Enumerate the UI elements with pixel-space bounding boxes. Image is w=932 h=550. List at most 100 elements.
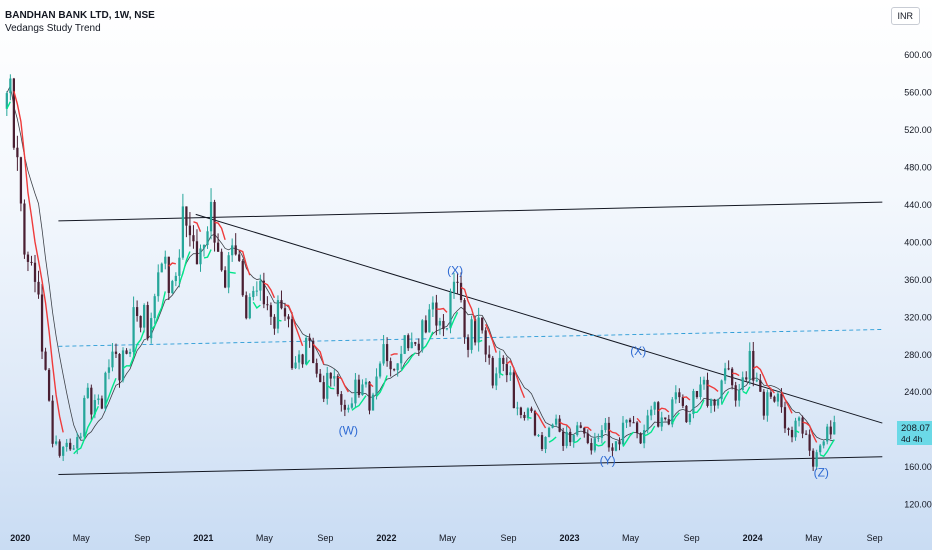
- trend-green-segment: [819, 439, 835, 458]
- bar-countdown: 4d 4h: [901, 434, 923, 444]
- candle-body: [322, 382, 325, 399]
- candle-body: [604, 422, 607, 431]
- trend-green-segment: [150, 291, 166, 331]
- candle-body: [111, 351, 114, 368]
- candle-body: [509, 372, 512, 376]
- candle: [502, 355, 505, 372]
- trend-red-segment: [436, 307, 448, 313]
- candle-body: [421, 320, 424, 351]
- candle: [199, 244, 202, 272]
- candle-body: [452, 281, 456, 293]
- candle-body: [723, 368, 727, 381]
- candle: [297, 350, 301, 370]
- candle: [37, 270, 40, 299]
- candle: [354, 373, 357, 408]
- candle: [569, 428, 572, 447]
- candle-body: [76, 437, 79, 449]
- candle-body: [783, 407, 787, 429]
- candle: [431, 296, 435, 318]
- candle: [375, 368, 378, 400]
- candle: [674, 385, 677, 404]
- candle-body: [731, 368, 734, 386]
- candle-body: [562, 431, 565, 446]
- candle-body: [209, 201, 213, 232]
- y-tick-label: 360.00: [904, 275, 932, 285]
- candle-body: [118, 353, 121, 381]
- candle: [100, 395, 104, 410]
- candle: [128, 348, 132, 358]
- trend-red-segment: [214, 221, 226, 241]
- candle-body: [502, 357, 505, 364]
- candle-body: [287, 316, 290, 320]
- candle: [343, 399, 346, 417]
- candle-body: [396, 363, 399, 371]
- candle-body: [245, 295, 248, 319]
- candle-body: [572, 435, 575, 443]
- candle-body: [417, 343, 420, 351]
- candle: [822, 440, 825, 449]
- y-tick-label: 320.00: [904, 312, 932, 322]
- candle-body: [315, 363, 318, 374]
- candle: [695, 390, 699, 399]
- candle-body: [748, 350, 751, 380]
- candle: [371, 392, 375, 411]
- trend-red-segment: [636, 417, 642, 423]
- trend-green-segment: [622, 431, 635, 447]
- candle: [385, 337, 389, 367]
- candle: [477, 307, 480, 352]
- trend-red-segment: [193, 221, 202, 233]
- wave-label: (X): [447, 263, 463, 277]
- candle-body: [801, 417, 804, 434]
- candle-body: [114, 351, 118, 354]
- candle: [759, 374, 762, 392]
- candle-body: [643, 430, 646, 444]
- candle-body: [688, 414, 692, 423]
- candle-body: [171, 281, 174, 293]
- candle-body: [269, 305, 273, 317]
- candle: [702, 376, 706, 390]
- candle: [621, 416, 625, 446]
- candle: [30, 255, 33, 266]
- y-tick-label: 440.00: [904, 200, 932, 210]
- candle: [178, 249, 181, 288]
- candle-body: [583, 427, 586, 434]
- candle-body: [150, 318, 153, 339]
- candle-body: [470, 319, 473, 350]
- trend-red-segment: [802, 421, 818, 443]
- trend-green-segment: [499, 372, 504, 376]
- candle: [139, 315, 142, 333]
- candle: [54, 435, 58, 446]
- candle: [389, 357, 392, 377]
- candle-body: [5, 93, 8, 109]
- trend-green-segment: [795, 429, 800, 434]
- candle-body: [797, 417, 801, 421]
- candle: [438, 317, 442, 335]
- candle: [143, 303, 146, 333]
- candle-body: [364, 381, 368, 385]
- trend-green-segment: [671, 412, 680, 424]
- candle: [456, 272, 459, 295]
- candle-body: [625, 419, 628, 423]
- trendline: [195, 213, 883, 424]
- candle-body: [745, 377, 748, 380]
- candle-body: [491, 357, 494, 386]
- candle-body: [495, 373, 498, 386]
- currency-button[interactable]: INR: [890, 7, 920, 25]
- candle: [794, 417, 797, 441]
- candle: [731, 367, 734, 390]
- candle-body: [829, 426, 832, 435]
- candle-body: [646, 415, 649, 431]
- candle: [762, 389, 765, 420]
- candle-body: [477, 317, 480, 343]
- average-line: [6, 84, 835, 442]
- candle: [547, 426, 551, 438]
- trend-green-segment: [693, 399, 705, 414]
- candle-body: [93, 400, 96, 415]
- candle-body: [280, 300, 283, 309]
- candle-body: [424, 320, 427, 333]
- candle-body: [579, 425, 582, 428]
- candle-body: [16, 147, 19, 158]
- candle: [597, 433, 600, 442]
- candle: [660, 411, 663, 432]
